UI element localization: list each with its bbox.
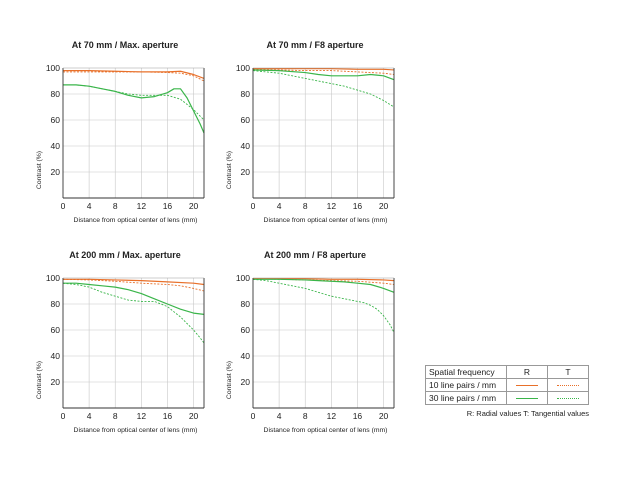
x-tick-label: 20 [379,201,389,211]
y-tick-label: 20 [241,167,251,177]
series-line-3 [253,278,395,293]
y-tick-label: 80 [51,299,61,309]
y-tick-label: 80 [241,89,251,99]
x-tick-label: 20 [189,201,199,211]
x-axis-label: Distance from optical center of lens (mm… [264,427,388,434]
chart-panel-200mm-max: At 200 mm / Max. aperture 0 4 8 12 16 20 20 40 6… [25,250,225,450]
y-tick-label: 40 [241,141,251,151]
x-tick-label: 4 [277,411,282,421]
y-tick-label: 20 [241,377,251,387]
x-tick-label: 12 [137,201,147,211]
x-axis-label: Distance from optical center of lens (mm… [74,217,198,224]
x-tick-label: 0 [251,201,256,211]
series-line-2 [62,278,205,292]
x-tick-label: 12 [327,411,337,421]
series-line-2 [252,68,395,75]
y-axis-label: Contrast (%) [36,361,43,399]
y-tick-label: 60 [241,115,251,125]
series-line-4 [252,278,395,333]
x-tick-label: 4 [277,201,282,211]
legend: Spatial frequency R T 10 line pairs / mm… [425,365,595,418]
y-tick-label: 80 [51,89,61,99]
y-tick-label: 60 [51,325,61,335]
y-tick-label: 20 [51,167,61,177]
series-line-2 [63,71,205,82]
legend-row-30lp: 30 line pairs / mm [425,391,589,405]
chart-svg: 0 4 8 12 16 20 20 40 60 80 100 Distance from optica… [226,273,395,434]
series-line-3 [63,282,205,315]
x-tick-label: 0 [61,201,66,211]
series-line-3 [63,84,205,134]
series-line-3 [252,69,395,81]
x-tick-label: 8 [113,201,118,211]
x-tick-label: 20 [189,411,199,421]
series-line-4 [62,282,205,344]
legend-col-r: R [506,365,548,379]
x-tick-label: 12 [327,201,337,211]
legend-row-label: 30 line pairs / mm [425,391,507,405]
chart-panel-70mm-max: At 70 mm / Max. aperture 0 4 8 12 16 20 20 40 60… [25,40,225,240]
series-line-4 [63,84,205,121]
y-tick-label: 60 [51,115,61,125]
legend-header-row: Spatial frequency R T [425,365,589,379]
x-tick-label: 4 [87,411,92,421]
legend-swatch-30-tangential [557,397,579,399]
legend-row-label: 10 line pairs / mm [425,378,507,392]
x-axis-label: Distance from optical center of lens (mm… [74,427,198,434]
legend-row-10lp: 10 line pairs / mm [425,378,589,392]
series-line-1 [63,278,205,286]
chart-title: At 200 mm / F8 aperture [263,250,367,260]
chart-panel-70mm-f8: At 70 mm / F8 aperture 0 4 8 12 16 20 20 40 60 80… [215,40,415,240]
y-tick-label: 100 [46,273,60,283]
x-axis-label: Distance from optical center of lens (mm… [264,217,388,224]
legend-note: R: Radial values T: Tangential values [466,409,589,418]
x-tick-label: 8 [113,411,118,421]
y-tick-label: 40 [241,351,251,361]
y-tick-label: 60 [241,325,251,335]
chart-svg: 0 4 8 12 16 20 20 40 60 80 100 Distance from optica… [36,63,205,224]
chart-title: At 70 mm / Max. aperture [71,40,179,50]
series-line-1 [253,278,395,282]
x-tick-label: 16 [163,411,173,421]
x-tick-label: 16 [353,201,363,211]
series-line-1 [253,68,395,71]
x-tick-label: 16 [163,201,173,211]
x-tick-label: 16 [353,411,363,421]
y-tick-label: 40 [51,141,61,151]
legend-header-label: Spatial frequency [425,365,507,379]
x-tick-label: 8 [303,411,308,421]
x-tick-label: 12 [137,411,147,421]
y-tick-label: 100 [46,63,60,73]
legend-table: Spatial frequency R T 10 line pairs / mm… [425,365,589,405]
chart-title: At 70 mm / F8 aperture [266,40,364,50]
series-line-4 [252,70,395,108]
y-axis-label: Contrast (%) [226,361,233,399]
y-axis-label: Contrast (%) [226,151,233,189]
y-axis-label: Contrast (%) [36,151,43,189]
x-tick-label: 8 [303,201,308,211]
x-tick-label: 4 [87,201,92,211]
chart-svg: 0 4 8 12 16 20 20 40 60 80 100 Distance from optica… [226,63,395,224]
legend-swatch-10-radial [516,384,538,386]
chart-panel-200mm-f8: At 200 mm / F8 aperture 0 4 8 12 16 20 20 40 60 8… [215,250,415,450]
legend-swatch-10-tangential [557,384,579,386]
y-tick-label: 100 [236,273,250,283]
x-tick-label: 0 [61,411,66,421]
x-tick-label: 0 [251,411,256,421]
legend-swatch-30-radial [516,397,538,399]
y-tick-label: 40 [51,351,61,361]
y-tick-label: 80 [241,299,251,309]
y-tick-label: 100 [236,63,250,73]
chart-title: At 200 mm / Max. aperture [69,250,181,260]
x-tick-label: 20 [379,411,389,421]
y-tick-label: 20 [51,377,61,387]
chart-svg: 0 4 8 12 16 20 20 40 60 80 100 Distance from optica… [36,273,205,434]
legend-col-t: T [547,365,589,379]
